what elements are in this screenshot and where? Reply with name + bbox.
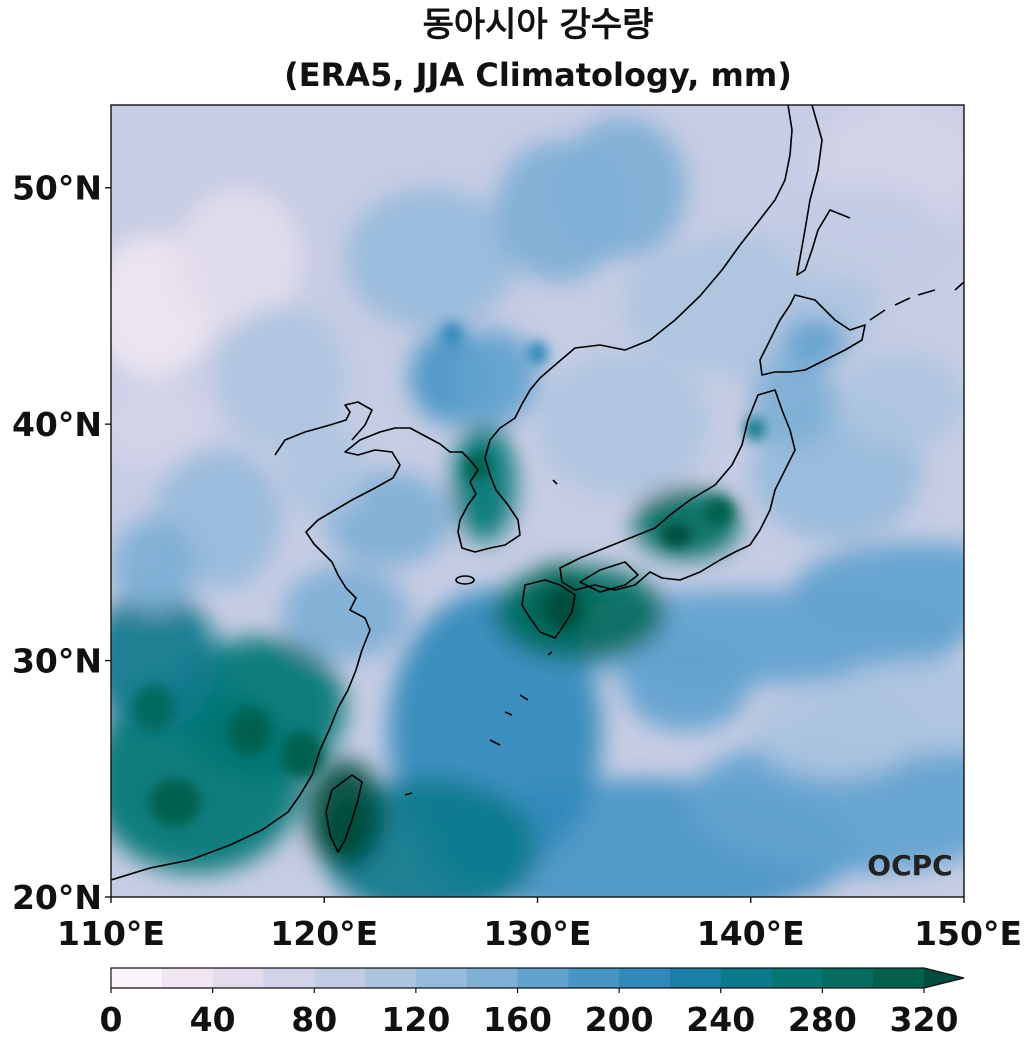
field-region [281, 566, 410, 661]
coastline-mainland [111, 105, 793, 881]
field-local-maximum [464, 452, 491, 481]
precipitation-local-maxima [132, 322, 766, 850]
colorbar-tick-label: 200 [585, 1000, 654, 1039]
colorbar-bin [365, 968, 417, 988]
field-local-maximum [441, 322, 463, 347]
colorbar-tick-label: 280 [788, 1000, 857, 1039]
colorbar-tick-label: 40 [190, 1000, 236, 1039]
colorbar [110, 967, 965, 989]
colorbar-tick-label: 160 [483, 1000, 552, 1039]
title-line-2: (ERA5, JJA Climatology, mm) [284, 56, 792, 94]
coastline-bohai [274, 401, 373, 456]
field-region [793, 542, 964, 637]
colorbar-extend-max [924, 968, 964, 988]
colorbar-bin [771, 968, 823, 988]
field-region [281, 424, 367, 519]
field-region [836, 353, 964, 448]
coastlines [111, 105, 964, 881]
lon-tick-label: 150°E [914, 914, 1022, 953]
colorbar-bin [822, 968, 874, 988]
lon-tick-label: 120°E [270, 914, 378, 953]
colorbar-tick-label: 320 [890, 1000, 959, 1039]
field-local-maximum [661, 523, 692, 548]
colorbar-tick-label: 240 [686, 1000, 755, 1039]
coastline-kuril [869, 281, 964, 321]
field-local-maximum [132, 684, 175, 732]
lon-tick-label: 140°E [697, 914, 805, 953]
colorbar-tick-label: 80 [291, 1000, 337, 1039]
field-region [111, 376, 218, 472]
colorbar-bin [720, 968, 773, 988]
latitude-axis: 20°N 30°N 40°N 50°N [12, 169, 111, 917]
field-region [217, 305, 346, 448]
longitude-axis: 110°E 120°E 130°E 140°E 150°E [57, 897, 1022, 953]
field-region [452, 329, 538, 425]
field-local-maximum [281, 731, 325, 779]
field-region [772, 187, 943, 283]
colorbar-bin [873, 968, 925, 988]
field-region [537, 353, 709, 496]
coastline-honshu [559, 389, 796, 591]
coastline-taiwan [325, 774, 363, 853]
coastline-kyushu [521, 579, 576, 639]
colorbar-bin [161, 968, 214, 988]
colorbar-outline [110, 967, 965, 989]
coastline-jeju [455, 575, 475, 585]
field-local-maximum [228, 707, 271, 756]
colorbar-tick-label: 120 [381, 1000, 450, 1039]
colorbar-bin [212, 968, 264, 988]
precipitation-map [111, 105, 964, 897]
field-region [174, 187, 303, 330]
field-region [558, 116, 687, 259]
colorbar-bin [466, 968, 518, 988]
colorbar-bin [314, 968, 366, 988]
coastline-sakhalin [796, 105, 851, 276]
ocpc-logo: OCPC [867, 849, 952, 882]
colorbar-bin [619, 968, 671, 988]
field-region [782, 317, 847, 366]
coastline-shikoku [579, 561, 639, 593]
colorbar-ticks: 0 40 80 120 160 200 240 280 320 [100, 988, 959, 1039]
colorbar-bin [517, 968, 569, 988]
lon-tick-label: 110°E [57, 914, 165, 953]
colorbar-bin [111, 968, 163, 988]
field-region [111, 518, 197, 614]
lat-tick-label: 30°N [12, 642, 102, 681]
field-region [452, 424, 517, 543]
field-local-maximum [526, 341, 549, 366]
coastline-ryukyu [404, 479, 558, 796]
colorbar-bin [263, 968, 315, 988]
field-region [345, 187, 517, 330]
colorbar-bin [415, 968, 468, 988]
field-local-maximum [744, 417, 766, 441]
colorbar-bin [568, 968, 620, 988]
lon-tick-label: 130°E [484, 914, 592, 953]
field-local-maximum [546, 589, 581, 628]
field-local-maximum [703, 497, 734, 526]
colorbar-tick-label: 0 [100, 1000, 123, 1039]
lat-tick-label: 50°N [12, 169, 102, 208]
field-region [750, 353, 837, 448]
precipitation-field [111, 105, 964, 897]
colorbar-bin [669, 968, 722, 988]
lat-tick-label: 40°N [12, 405, 102, 444]
title-line-1: 동아시아 강수량 [423, 5, 654, 45]
lat-tick-label: 20°N [12, 878, 102, 917]
field-local-maximum [149, 778, 201, 827]
field-region [750, 684, 922, 779]
coastline-hokkaido [759, 294, 866, 376]
field-region [622, 636, 751, 732]
field-region [686, 731, 964, 874]
